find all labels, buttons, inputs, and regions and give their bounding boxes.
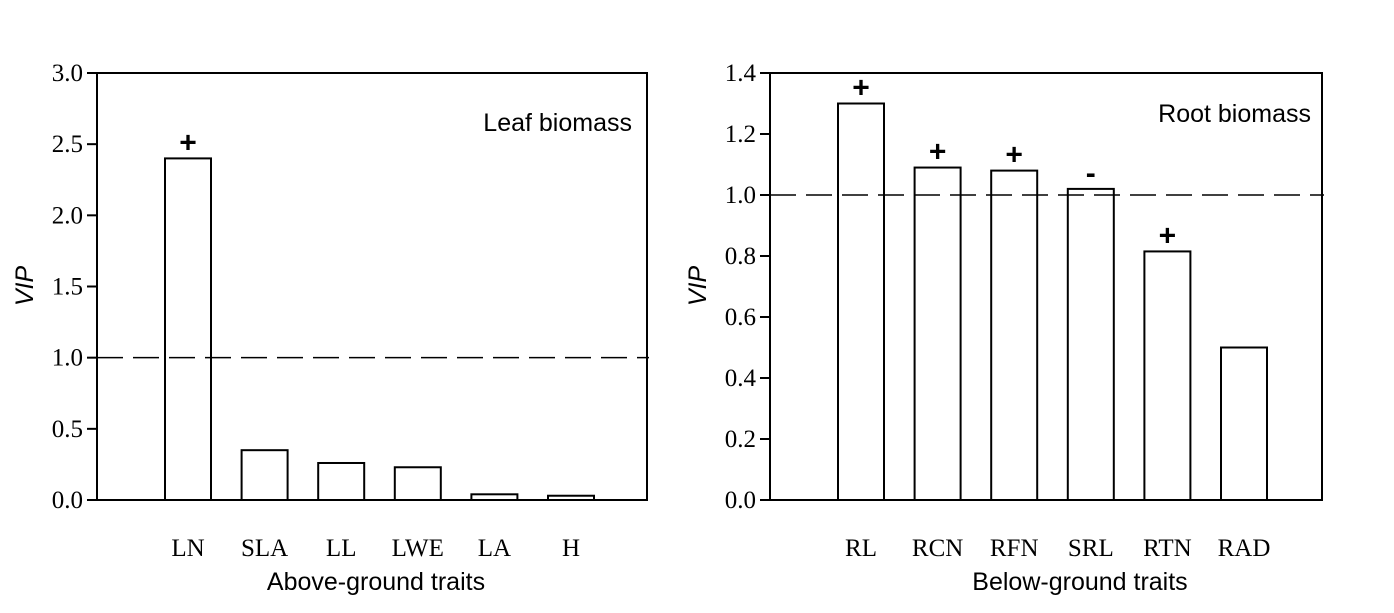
y-tick-label: 3.0 xyxy=(52,60,83,87)
x-tick-label: LWE xyxy=(392,535,444,562)
bar-rfn xyxy=(990,169,1039,501)
y-tick-label: 0.2 xyxy=(725,426,756,453)
y-tick-label: 0.5 xyxy=(52,416,83,443)
x-tick-label: LN xyxy=(171,535,204,562)
bar-srl xyxy=(1066,187,1115,501)
x-tick-label: H xyxy=(562,535,580,562)
bar-sign-label: + xyxy=(1159,219,1177,252)
plot-frame-right xyxy=(769,72,1323,501)
x-tick-label: RTN xyxy=(1143,535,1192,562)
bar-rad xyxy=(1220,346,1268,501)
y-tick-label: 2.0 xyxy=(52,202,83,229)
bar-sign-label: - xyxy=(1086,157,1096,190)
x-tick-label: RAD xyxy=(1218,535,1271,562)
bar-sign-label: + xyxy=(852,72,870,105)
bar-la xyxy=(470,493,519,502)
x-tick-label: RL xyxy=(845,535,877,562)
bar-ll xyxy=(317,461,366,502)
y-tick-label: 1.4 xyxy=(725,60,757,87)
x-tick-label: SLA xyxy=(241,535,288,562)
y-tick-label: 0.8 xyxy=(725,243,756,270)
y-tick-label: 0.4 xyxy=(725,365,757,392)
y-tick-label: 0.0 xyxy=(52,487,83,514)
bar-sla xyxy=(240,449,289,501)
x-tick-label: RFN xyxy=(990,535,1039,562)
bar-sign-label: + xyxy=(929,136,947,169)
x-axis-label-below-ground: Below-ground traits xyxy=(972,568,1187,596)
left-chart-marks: 0.0 0.5 1.0 1.5 2.0 2.5 3.0 LN + SLA LL LWE LA H xyxy=(52,60,649,562)
right-chart-marks: 0.0 0.2 0.4 0.6 0.8 1.0 1.2 1.4 RL + RCN + RFN + SRL - R… xyxy=(725,60,1324,562)
y-tick-label: 1.5 xyxy=(52,274,83,301)
y-tick-label: 1.0 xyxy=(52,345,83,372)
y-tick-label: 1.2 xyxy=(725,121,756,148)
y-tick-label: 0.6 xyxy=(725,304,756,331)
bar-h xyxy=(547,494,595,502)
y-axis-label-left: VIP xyxy=(11,266,39,307)
y-tick-label: 0.0 xyxy=(725,487,756,514)
y-tick-label: 2.5 xyxy=(52,131,83,158)
bar-lwe xyxy=(393,466,442,502)
bar-sign-label: + xyxy=(1005,139,1023,172)
y-axis-label-right: VIP xyxy=(684,266,712,307)
bar-rl xyxy=(837,102,885,501)
bar-ln xyxy=(164,157,212,501)
x-tick-label: LL xyxy=(326,535,357,562)
chart-title-leaf: Leaf biomass xyxy=(483,109,632,137)
bar-sign-label: + xyxy=(179,126,197,159)
x-axis-label-above-ground: Above-ground traits xyxy=(267,568,485,596)
bar-rtn xyxy=(1143,250,1192,501)
root-biomass-chart: 0.0 0.2 0.4 0.6 0.8 1.0 1.2 1.4 RL + RCN + RFN + SRL - R… xyxy=(684,60,1324,596)
x-tick-label: RCN xyxy=(912,535,963,562)
x-tick-label: LA xyxy=(478,535,511,562)
chart-title-root: Root biomass xyxy=(1158,100,1311,128)
x-tick-label: SRL xyxy=(1068,535,1114,562)
leaf-biomass-chart: 0.0 0.5 1.0 1.5 2.0 2.5 3.0 LN + SLA LL LWE LA H Leaf… xyxy=(11,60,649,596)
y-tick-label: 1.0 xyxy=(725,182,756,209)
bar-rcn xyxy=(913,166,962,502)
